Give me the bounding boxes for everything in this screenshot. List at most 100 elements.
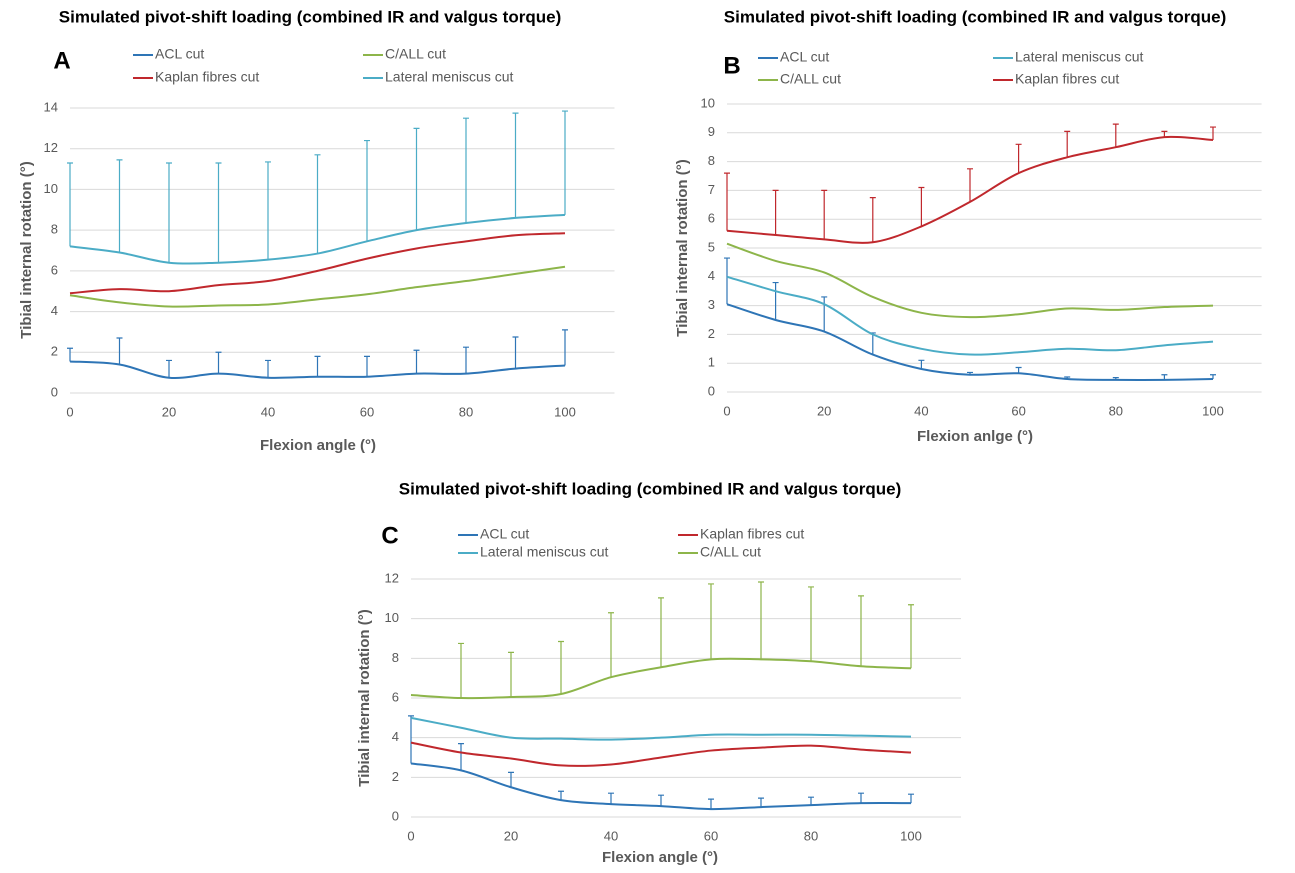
error-bar (772, 281, 779, 320)
error-bar (314, 355, 321, 377)
legend-label: C/ALL cut (780, 71, 841, 87)
error-bar (821, 296, 828, 332)
error-bar (758, 581, 764, 660)
series-line (69, 232, 566, 295)
y-tick-label: 7 (708, 182, 715, 197)
x-tick-label: 80 (804, 828, 818, 843)
y-tick-label: 6 (392, 689, 399, 704)
error-bar (116, 159, 123, 253)
error-bar (1064, 376, 1071, 380)
x-tick-label: 60 (704, 828, 718, 843)
y-axis-label: Tibial internal rotation (°) (674, 159, 691, 336)
error-bar (413, 127, 420, 231)
series-line (69, 213, 566, 265)
y-tick-label: 0 (392, 808, 399, 823)
error-bar (215, 162, 222, 263)
error-bar (364, 139, 370, 242)
y-tick-label: 8 (708, 153, 715, 168)
x-tick-label: 60 (1011, 403, 1025, 418)
x-tick-label: 0 (723, 403, 730, 418)
error-bar (758, 797, 764, 808)
error-bar (808, 796, 814, 806)
y-tick-label: 8 (51, 222, 58, 237)
error-bar (724, 172, 730, 231)
series-line (726, 275, 1214, 356)
error-bar (708, 798, 714, 810)
error-bar (265, 359, 271, 378)
error-bar (1210, 126, 1216, 140)
error-bar (658, 794, 664, 807)
error-bar (1161, 374, 1168, 380)
error-bar (562, 329, 568, 366)
x-tick-label: 40 (604, 828, 618, 843)
error-bar (1112, 377, 1119, 380)
error-bar (967, 371, 973, 375)
legend-label: Lateral meniscus cut (480, 544, 609, 560)
y-tick-label: 10 (701, 95, 715, 110)
error-bar (508, 771, 514, 788)
y-tick-label: 5 (708, 239, 715, 254)
legend-label: C/ALL cut (700, 544, 761, 560)
y-tick-label: 4 (51, 303, 58, 318)
x-tick-label: 0 (66, 404, 73, 419)
error-bar (166, 162, 172, 263)
error-bar (1015, 366, 1022, 374)
error-bar (116, 337, 123, 365)
error-bar (608, 792, 614, 805)
y-axis-label: Tibial internal rotation (°) (18, 161, 35, 338)
legend-label: ACL cut (155, 46, 204, 62)
series-line (69, 265, 566, 308)
error-bar (869, 197, 876, 243)
legend-label: C/ALL cut (385, 46, 446, 62)
x-axis-label: Flexion angle (°) (602, 849, 718, 866)
error-bar (1064, 130, 1071, 158)
y-tick-label: 10 (44, 181, 58, 196)
legend-label: ACL cut (780, 49, 829, 65)
error-bar (608, 612, 614, 678)
error-bar (1161, 130, 1168, 138)
x-tick-label: 100 (900, 828, 922, 843)
x-tick-label: 0 (407, 828, 414, 843)
y-tick-label: 4 (708, 268, 715, 283)
error-bar (918, 186, 925, 227)
error-bar (67, 347, 73, 362)
error-bar (166, 359, 172, 378)
x-tick-label: 100 (1202, 403, 1224, 418)
panel-letter: B (723, 52, 740, 79)
error-bar (67, 162, 73, 247)
error-bar (708, 583, 714, 660)
error-bar (314, 154, 321, 254)
legend-label: Lateral meniscus cut (385, 69, 514, 85)
legend-label: ACL cut (480, 526, 529, 542)
error-bar (558, 790, 564, 801)
error-bar (772, 189, 779, 236)
y-tick-label: 2 (51, 344, 58, 359)
x-tick-label: 80 (459, 404, 473, 419)
x-tick-label: 100 (554, 404, 576, 419)
legend-label: Kaplan fibres cut (700, 526, 804, 542)
error-bar (1210, 374, 1216, 380)
series-line (410, 716, 912, 741)
series-line (410, 762, 912, 811)
error-bar (858, 792, 864, 804)
series-line (726, 303, 1214, 382)
error-bar (408, 715, 414, 764)
x-axis-label: Flexion angle (°) (260, 437, 376, 454)
error-bar (508, 651, 514, 698)
error-bar (265, 161, 271, 260)
y-tick-label: 2 (708, 326, 715, 341)
error-bar (413, 349, 420, 374)
y-tick-label: 12 (385, 570, 399, 585)
error-bar (458, 743, 464, 771)
error-bar (908, 604, 914, 669)
error-bar (1112, 123, 1119, 148)
y-tick-label: 8 (392, 650, 399, 665)
chart-title: Simulated pivot-shift loading (combined … (724, 7, 1226, 26)
x-tick-label: 20 (817, 403, 831, 418)
y-tick-label: 2 (392, 769, 399, 784)
error-bar (463, 346, 469, 374)
error-bar (821, 189, 828, 240)
error-bar (967, 168, 973, 202)
legend-label: Kaplan fibres cut (1015, 71, 1119, 87)
